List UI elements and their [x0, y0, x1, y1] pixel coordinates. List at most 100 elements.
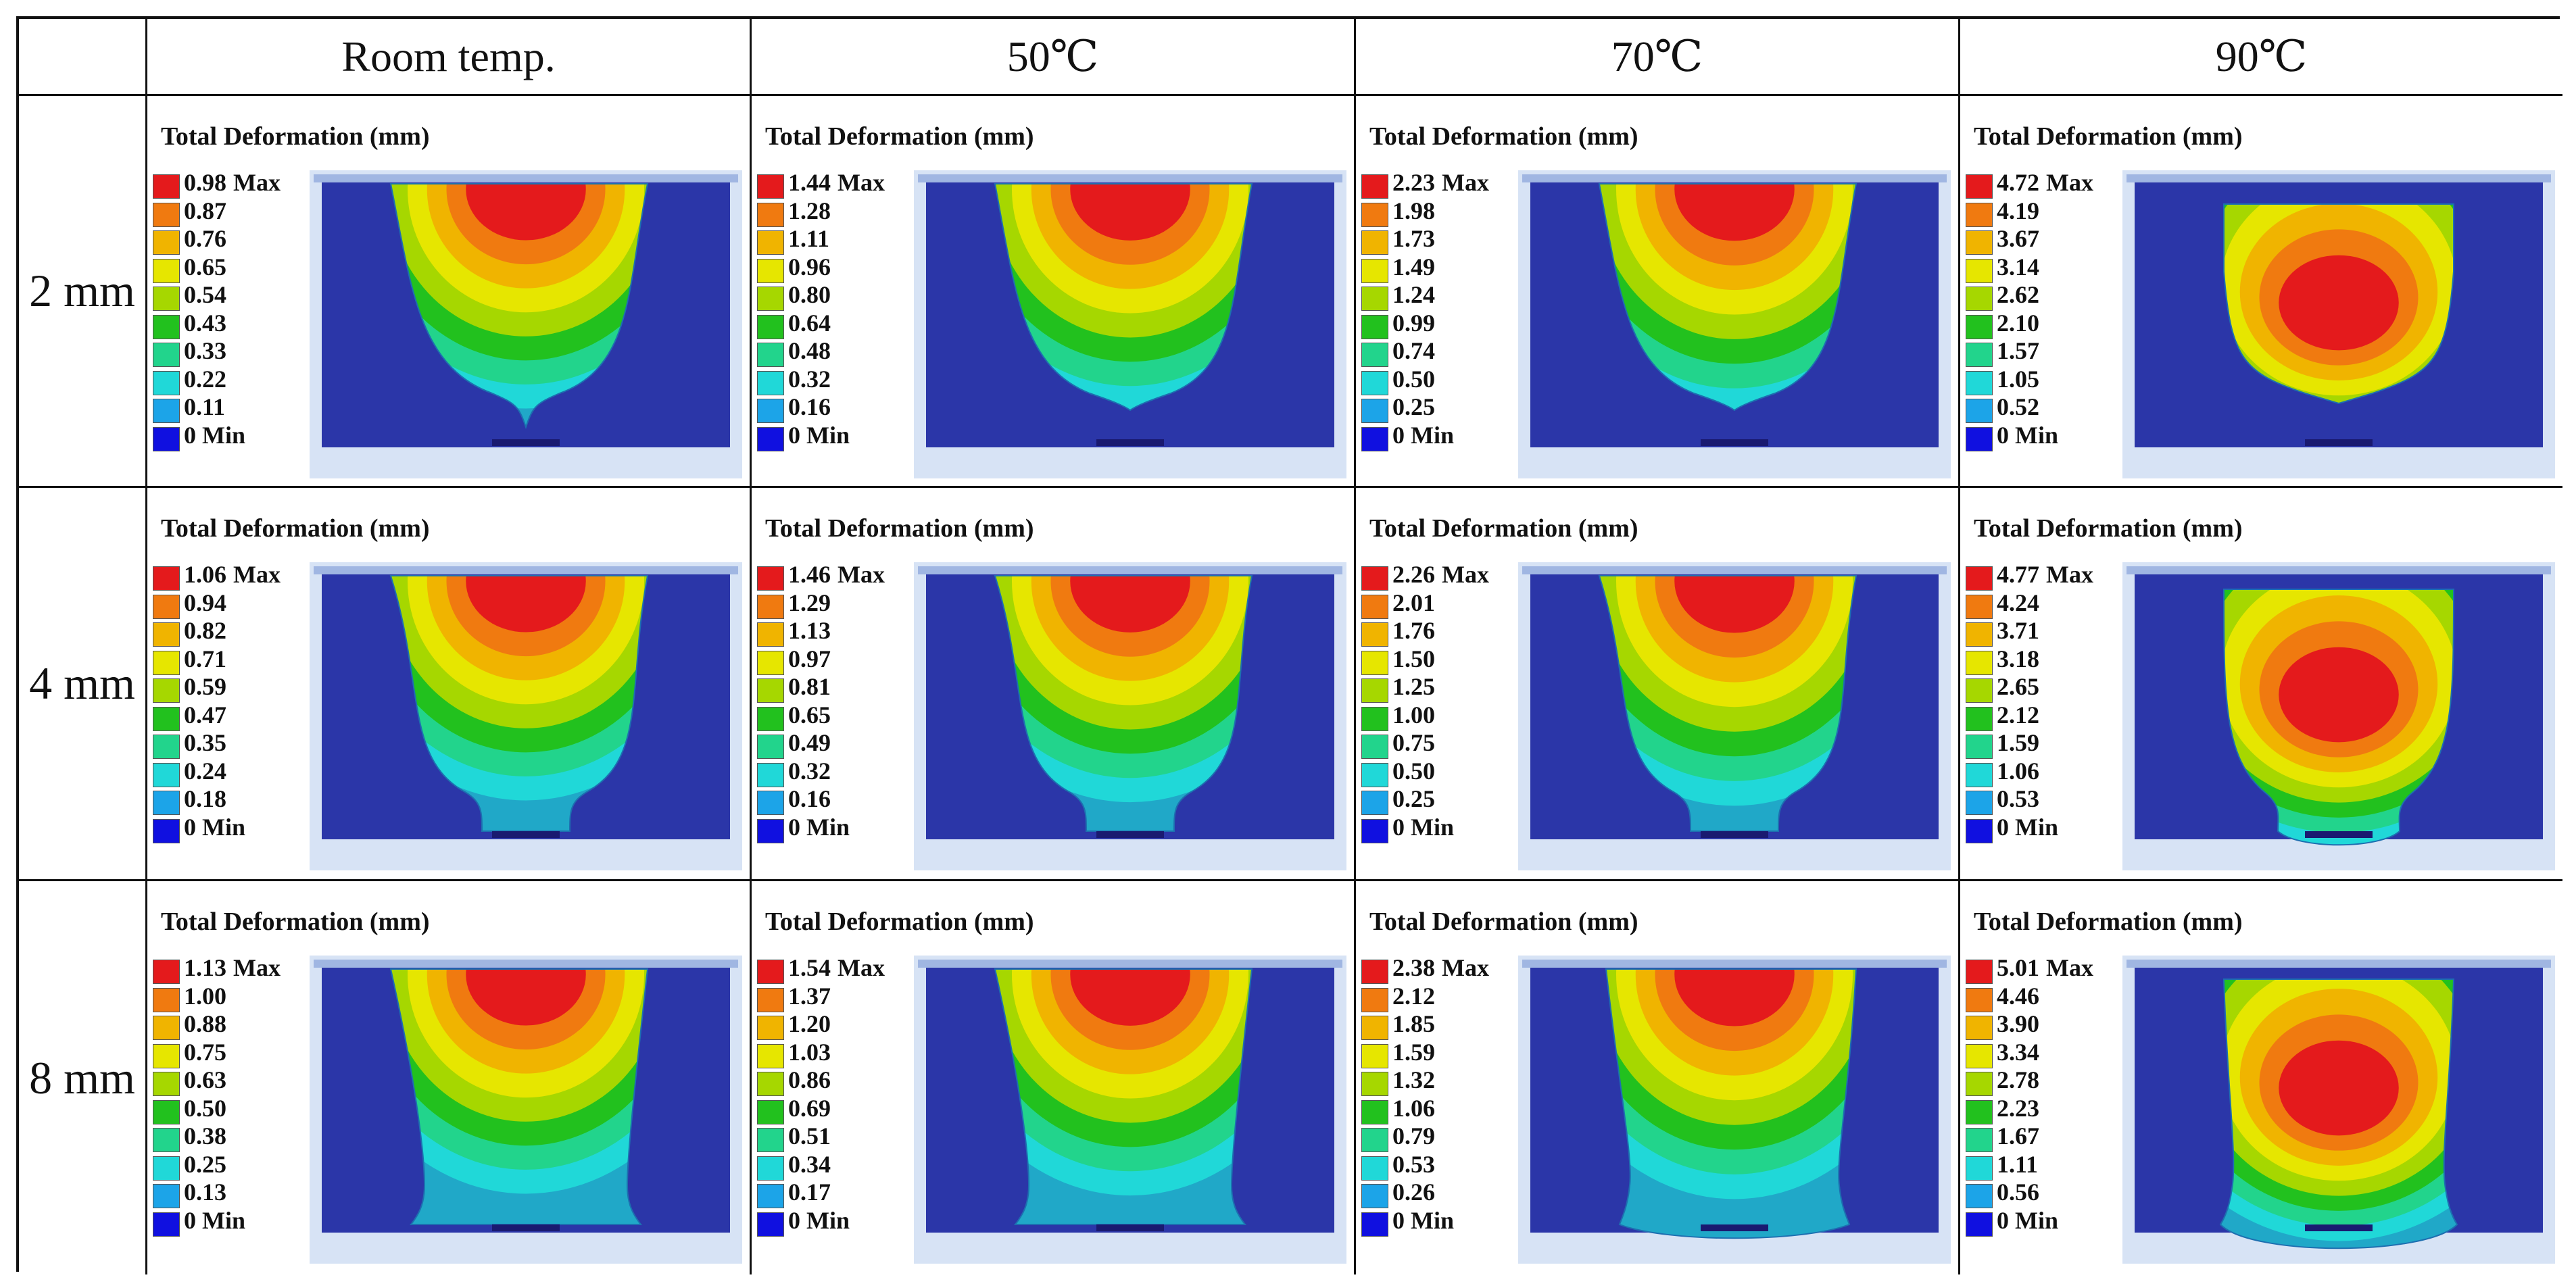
legend-value: 1.67 — [1997, 1122, 2039, 1149]
legend-swatch — [1966, 314, 1993, 339]
legend-swatch — [1966, 706, 1993, 731]
legend-value: 0.16 — [788, 393, 831, 420]
support-base — [1096, 831, 1164, 838]
specimen-outline — [389, 183, 649, 430]
deformation-panel: Total Deformation (mm) 1.44 Max 1.28 1.11 0.9… — [752, 96, 1356, 488]
column-header-70c: 70℃ — [1356, 19, 1960, 96]
legend-value: 0.50 — [1392, 757, 1435, 785]
legend-swatch — [1361, 735, 1388, 759]
deformation-contour-plot — [1518, 562, 1951, 870]
legend-swatch — [1966, 1099, 1993, 1124]
legend-swatch — [153, 399, 180, 423]
legend-swatch — [1966, 202, 1993, 227]
legend-value: 0.88 — [184, 1010, 226, 1037]
deformation-panel: Total Deformation (mm) 4.77 Max 4.24 3.71 3.1… — [1960, 488, 2562, 881]
legend-value: 0.52 — [1997, 393, 2039, 420]
legend-value: 1.50 — [1392, 645, 1435, 672]
legend-swatch — [153, 1099, 180, 1124]
legend-value: 1.29 — [788, 589, 831, 616]
legend-value: 0.25 — [1392, 785, 1435, 812]
legend-value: 0.35 — [184, 729, 226, 756]
legend-value: 1.00 — [1392, 701, 1435, 728]
support-base — [1701, 831, 1768, 838]
legend-swatch — [1966, 399, 1993, 423]
legend-value: 1.11 — [1997, 1150, 2039, 1178]
deformation-panel: Total Deformation (mm) 1.54 Max 1.37 1.20 1.0… — [752, 881, 1356, 1274]
legend-value: 1.24 — [1392, 281, 1435, 308]
legend-swatch — [1966, 566, 1993, 591]
panel-title: Total Deformation (mm) — [765, 908, 1034, 936]
legend-swatch — [153, 1184, 180, 1208]
legend-swatch — [153, 343, 180, 367]
legend-swatch — [153, 314, 180, 339]
legend-min-value: 0 Min — [184, 813, 246, 841]
legend-swatch — [757, 735, 784, 759]
deformation-panel: Total Deformation (mm) 5.01 Max 4.46 3.90 3.3… — [1960, 881, 2562, 1274]
legend-swatch — [757, 566, 784, 591]
legend-value: 0.54 — [184, 281, 226, 308]
legend-max-value: 1.44 Max — [788, 169, 885, 196]
legend-value: 0.33 — [184, 337, 226, 364]
legend-swatch — [757, 1099, 784, 1124]
panel-title: Total Deformation (mm) — [1974, 514, 2243, 543]
legend-swatch — [153, 650, 180, 675]
legend-value: 2.78 — [1997, 1066, 2039, 1093]
legend-swatch — [757, 987, 784, 1012]
legend-value: 0.76 — [184, 225, 226, 252]
legend-value: 0.43 — [184, 309, 226, 337]
legend-swatch — [1966, 370, 1993, 395]
legend-max-value: 2.38 Max — [1392, 954, 1489, 981]
legend-swatch — [1361, 258, 1388, 283]
legend-swatch — [153, 1043, 180, 1068]
deformation-panel: Total Deformation (mm) 0.98 Max 0.87 0.76 0.6… — [147, 96, 752, 488]
legend-swatch — [1361, 791, 1388, 815]
legend-max-value: 4.72 Max — [1997, 169, 2093, 196]
legend-swatch — [1966, 987, 1993, 1012]
color-legend: 5.01 Max 4.46 3.90 3.34 2.78 2.23 1.67 1.11 0.56 0… — [1966, 956, 2128, 1237]
legend-swatch — [1361, 650, 1388, 675]
color-legend: 2.26 Max 2.01 1.76 1.50 1.25 1.00 0.75 0.50 0.25 0… — [1361, 562, 1524, 843]
legend-value: 3.67 — [1997, 225, 2039, 252]
legend-min-value: 0 Min — [788, 1206, 850, 1234]
legend-swatch — [1361, 399, 1388, 423]
legend-swatch — [757, 258, 784, 283]
legend-swatch — [153, 202, 180, 227]
legend-swatch — [1966, 174, 1993, 199]
deformation-contour-plot — [914, 170, 1346, 478]
contour-band — [2279, 1040, 2399, 1136]
support-base — [2305, 439, 2373, 446]
legend-value: 0.65 — [184, 253, 226, 280]
legend-value: 0.94 — [184, 589, 226, 616]
legend-value: 1.85 — [1392, 1010, 1435, 1037]
legend-swatch — [1361, 287, 1388, 311]
legend-swatch — [153, 566, 180, 591]
legend-swatch — [1361, 202, 1388, 227]
contour-band — [1674, 969, 1795, 1026]
legend-value: 0.22 — [184, 365, 226, 393]
legend-swatch — [1361, 343, 1388, 367]
legend-swatch — [1966, 343, 1993, 367]
legend-swatch — [757, 650, 784, 675]
legend-value: 0.53 — [1997, 785, 2039, 812]
legend-swatch — [1966, 1072, 1993, 1096]
legend-swatch — [1361, 314, 1388, 339]
legend-value: 0.26 — [1392, 1179, 1435, 1206]
specimen-outline — [994, 575, 1253, 832]
legend-swatch — [757, 202, 784, 227]
legend-value: 0.18 — [184, 785, 226, 812]
legend-value: 0.80 — [788, 281, 831, 308]
legend-value: 0.11 — [184, 393, 226, 420]
contour-band — [466, 184, 586, 241]
support-base — [2305, 1224, 2373, 1231]
legend-swatch — [757, 1043, 784, 1068]
legend-min-value: 0 Min — [1392, 421, 1455, 449]
color-legend: 4.72 Max 4.19 3.67 3.14 2.62 2.10 1.57 1.05 0.52 0… — [1966, 169, 2128, 451]
deformation-contour-plot — [2122, 170, 2555, 478]
legend-value: 1.28 — [788, 197, 831, 224]
panel-title: Total Deformation (mm) — [1369, 514, 1638, 543]
legend-swatch — [757, 426, 784, 451]
legend-max-value: 1.13 Max — [184, 954, 281, 981]
legend-swatch — [1361, 706, 1388, 731]
legend-swatch — [153, 426, 180, 451]
deformation-panel: Total Deformation (mm) 2.23 Max 1.98 1.73 1.4… — [1356, 96, 1960, 488]
